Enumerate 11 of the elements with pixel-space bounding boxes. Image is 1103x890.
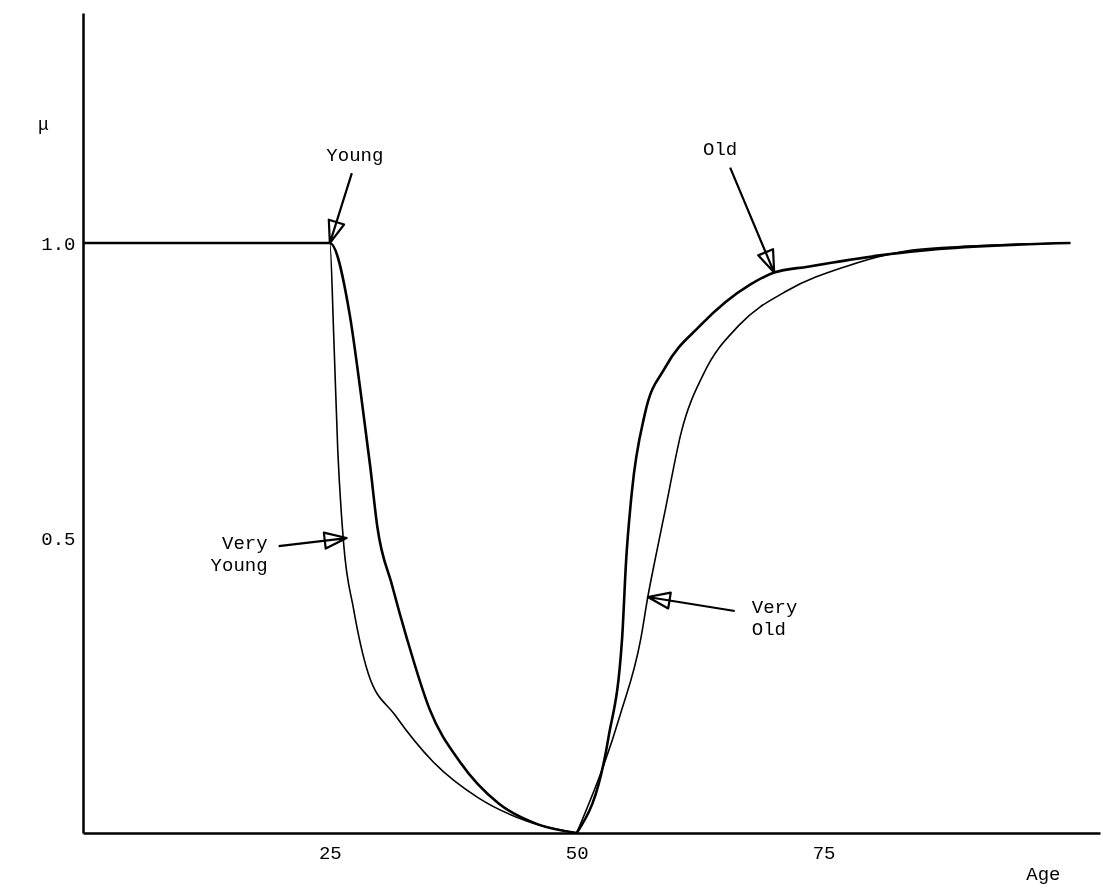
annotation: Very Young bbox=[210, 533, 268, 578]
y-axis-title: μ bbox=[38, 114, 50, 135]
x-tick-label: 25 bbox=[318, 842, 342, 865]
x-tick-label: 75 bbox=[812, 842, 836, 865]
annotation: Old bbox=[703, 138, 738, 161]
y-tick-label: 1.0 bbox=[41, 233, 76, 256]
x-axis-title: Age bbox=[1026, 863, 1061, 886]
y-tick-label: 0.5 bbox=[41, 528, 76, 551]
annotation: Young bbox=[326, 145, 384, 168]
x-tick-label: 50 bbox=[565, 842, 589, 865]
annotation: Very Old bbox=[751, 597, 798, 642]
